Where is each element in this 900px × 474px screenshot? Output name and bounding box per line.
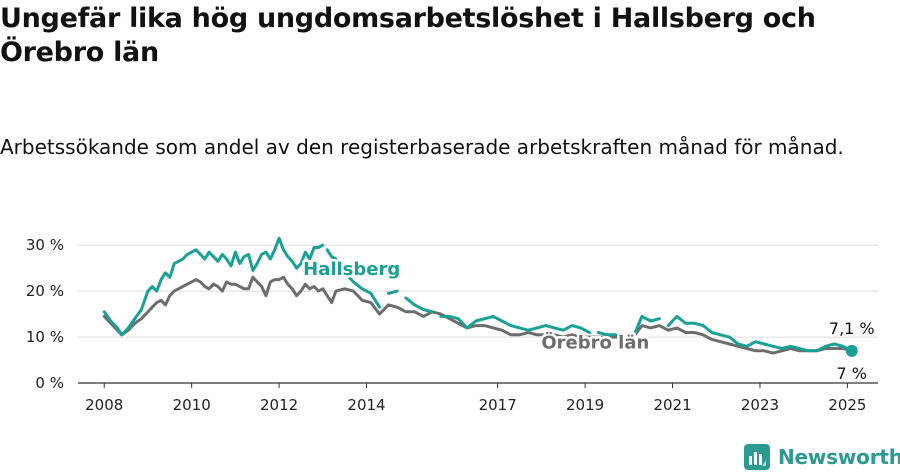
end-value-label-hallsberg: 7 % [837, 364, 867, 383]
x-tick-label: 2023 [741, 396, 779, 414]
x-tick-label: 2008 [85, 396, 123, 414]
y-tick-label: 20 % [26, 282, 64, 300]
series-end-point-hallsberg [845, 344, 858, 357]
newsworthy-logo-icon [744, 444, 770, 470]
series-line-orebro [102, 275, 854, 355]
series-label-orebro: Örebro län [541, 332, 649, 354]
x-tick-label: 2019 [566, 396, 604, 414]
chart-title: Ungefär lika hög ungdomsarbetslöshet i H… [0, 3, 816, 68]
y-tick-label: 0 % [35, 374, 64, 392]
chart-subtitle: Arbetssökande som andel av den registerb… [0, 135, 844, 159]
x-tick-label: 2010 [173, 396, 211, 414]
x-tick-label: 2017 [479, 396, 517, 414]
x-tick-label: 2014 [347, 396, 385, 414]
end-value-label-orebro: 7,1 % [829, 319, 875, 338]
x-tick-label: 2012 [260, 396, 298, 414]
x-tick-label: 2021 [653, 396, 691, 414]
y-tick-label: 30 % [26, 236, 64, 254]
x-tick-label: 2025 [828, 396, 866, 414]
brand-name: Newsworthy [778, 445, 900, 469]
brand-logo: Newsworthy [744, 443, 900, 471]
series-label-hallsberg: Hallsberg [303, 259, 400, 280]
y-tick-label: 10 % [26, 328, 64, 346]
series-line-hallsberg [102, 236, 854, 353]
